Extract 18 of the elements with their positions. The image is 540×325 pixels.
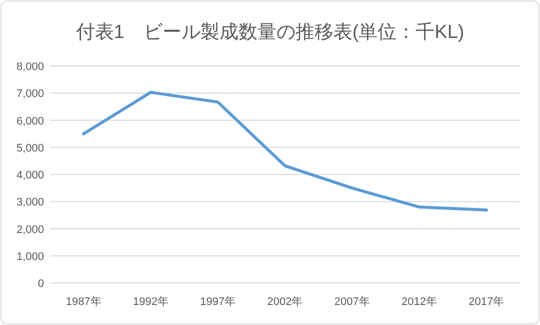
y-tick-label: 2,000: [16, 224, 44, 236]
y-tick-label: 8,000: [16, 61, 44, 73]
x-tick-label: 2002年: [267, 296, 303, 308]
x-tick-label: 2017年: [468, 296, 504, 308]
x-tick-label: 2012年: [402, 296, 438, 308]
x-tick-label: 2007年: [334, 296, 370, 308]
x-tick-label: 1992年: [132, 296, 168, 308]
x-tick-label: 1987年: [66, 296, 102, 308]
y-tick-label: 7,000: [16, 88, 44, 100]
line-series: [82, 90, 488, 212]
y-tick-label: 0: [38, 278, 44, 290]
y-tick-label: 4,000: [16, 170, 44, 182]
y-tick-label: 5,000: [16, 142, 44, 154]
y-tick-label: 3,000: [16, 196, 44, 209]
y-tick-label: 1,000: [16, 250, 44, 263]
x-tick-label: 1997年: [200, 296, 236, 308]
y-tick-label: 6,000: [16, 115, 44, 128]
chart-title: 付表1 ビール製成数量の推移表(単位：千KL): [74, 22, 464, 43]
